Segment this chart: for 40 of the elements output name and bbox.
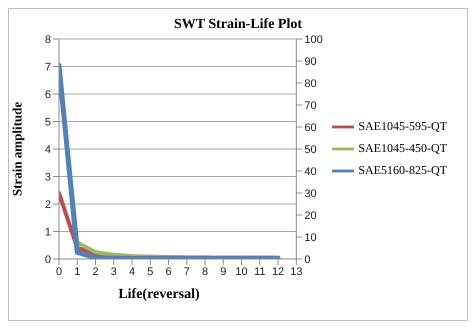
y2-tick-label: 50 (304, 144, 317, 156)
x-tick-label: 13 (290, 266, 302, 278)
x-tick-label: 4 (128, 266, 136, 278)
y2-tick-label: 10 (304, 232, 317, 244)
y-tick-label: 4 (44, 144, 51, 156)
x-tick-label: 12 (272, 266, 284, 278)
y-tick-label: 8 (44, 34, 51, 46)
y-tick-label: 2 (44, 198, 51, 211)
y2-tick-label: 60 (304, 122, 317, 134)
y-tick-label: 7 (44, 61, 51, 74)
x-tick-label: 1 (74, 266, 80, 278)
y-axis-title: Strain amplitude (10, 102, 25, 196)
y-tick-label: 5 (44, 116, 51, 128)
x-tick-label: 10 (235, 266, 248, 278)
x-tick-label: 11 (254, 266, 266, 278)
chart-title: SWT Strain-Life Plot (172, 17, 304, 33)
y-tick-label: 0 (44, 254, 51, 266)
legend-label: SAE5160-825-QT (358, 162, 447, 177)
y2-tick-label: 40 (304, 166, 317, 178)
x-axis-title: Life(reversal) (117, 287, 201, 303)
y2-tick-label: 70 (304, 100, 317, 112)
y2-tick-label: 20 (304, 210, 317, 222)
y-tick-label: 3 (44, 171, 51, 184)
x-tick-label: 2 (92, 266, 99, 278)
y-tick-label: 1 (44, 226, 51, 238)
legend-label: SAE1045-595-QT (358, 118, 447, 133)
y2-tick-label: 100 (304, 34, 323, 46)
y2-tick-label: 90 (304, 56, 317, 68)
x-tick-label: 9 (220, 266, 226, 278)
x-tick-label: 7 (184, 266, 190, 278)
y2-tick-label: 0 (304, 254, 310, 266)
y-tick-label: 6 (44, 88, 51, 101)
x-tick-label: 3 (110, 266, 117, 278)
legend-label: SAE1045-450-QT (358, 140, 447, 155)
x-tick-label: 6 (165, 266, 172, 278)
y2-tick-label: 80 (304, 78, 317, 90)
x-tick-label: 0 (56, 266, 62, 278)
y2-tick-label: 30 (304, 188, 317, 200)
x-tick-label: 5 (147, 266, 154, 278)
x-tick-label: 8 (202, 266, 208, 278)
